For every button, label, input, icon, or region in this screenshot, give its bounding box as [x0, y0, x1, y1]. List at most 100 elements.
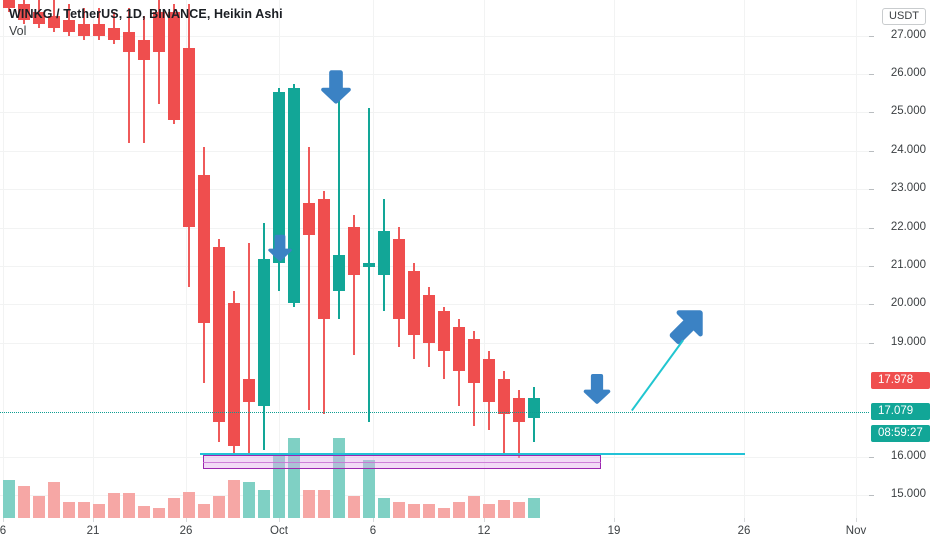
volume-bar — [183, 492, 195, 518]
volume-bar — [288, 438, 300, 518]
price-tick-mark — [869, 151, 874, 152]
gridline-vertical — [484, 0, 485, 518]
gridline-horizontal — [0, 457, 869, 458]
gridline-vertical — [373, 0, 374, 518]
volume-bar — [348, 496, 360, 518]
price-tick-label: 23.000 — [890, 182, 926, 194]
price-tick-mark — [869, 189, 874, 190]
time-tick-label: 26 — [737, 525, 751, 537]
time-tick-mark — [186, 518, 187, 522]
candle-body — [168, 11, 180, 120]
candle-body — [468, 338, 480, 383]
volume-bar — [273, 456, 285, 518]
candle-body — [513, 398, 525, 423]
volume-bar — [138, 506, 150, 518]
candle-body — [228, 302, 240, 447]
candle-wick — [518, 390, 520, 459]
gridline-horizontal — [0, 343, 869, 344]
gridline-horizontal — [0, 112, 869, 113]
volume-bar — [468, 496, 480, 518]
time-tick-mark — [279, 518, 280, 522]
time-tick-label: 19 — [607, 525, 621, 537]
price-tick-mark — [869, 304, 874, 305]
price-axis[interactable]: USDT 27.000 26.000 25.000 24.000 23.000 22.00… — [869, 0, 932, 518]
time-axis[interactable]: 6 21 26 Oct 6 12 19 26 Nov — [0, 518, 932, 550]
price-tick-label: 26.000 — [890, 67, 926, 79]
volume-bar — [228, 480, 240, 518]
down-arrow-3-icon[interactable] — [580, 372, 614, 406]
volume-bar — [153, 508, 165, 518]
volume-bar — [123, 493, 135, 518]
volume-bar — [78, 502, 90, 518]
volume-bar — [33, 496, 45, 518]
up-arrow-1-icon[interactable] — [665, 302, 711, 348]
price-tick-mark — [869, 343, 874, 344]
volume-bar — [93, 504, 105, 518]
gridline-horizontal — [0, 228, 869, 229]
time-tick-label: 21 — [86, 525, 100, 537]
candle-wick — [143, 15, 145, 144]
time-tick-label: Oct — [270, 525, 288, 537]
gridline-vertical — [856, 0, 857, 518]
candle-body — [3, 0, 15, 8]
current-price-badge[interactable]: 17.079 — [871, 403, 930, 420]
volume-bar — [108, 493, 120, 518]
support-line[interactable] — [200, 453, 745, 455]
price-tick-label: 20.000 — [890, 297, 926, 309]
candle-body — [18, 3, 30, 20]
candle-body — [498, 378, 510, 415]
volume-bar — [213, 496, 225, 518]
price-tick-label: 25.000 — [890, 105, 926, 117]
volume-bar — [258, 490, 270, 518]
gridline-horizontal — [0, 36, 869, 37]
last-price-badge[interactable]: 17.978 — [871, 372, 930, 389]
time-tick-mark — [373, 518, 374, 522]
candle-body — [378, 231, 390, 275]
time-tick-mark — [3, 518, 4, 522]
price-tick-label: 27.000 — [890, 29, 926, 41]
candle-wick — [353, 215, 355, 355]
volume-bar — [168, 498, 180, 518]
trend-line[interactable] — [631, 340, 684, 411]
down-arrow-2-icon[interactable] — [317, 68, 355, 106]
candle-body — [318, 199, 330, 319]
gridline-vertical — [186, 0, 187, 518]
candle-body — [48, 15, 60, 28]
candle-body — [183, 47, 195, 228]
volume-bar — [378, 498, 390, 518]
candle-body — [363, 262, 375, 267]
time-tick-label: 6 — [0, 525, 7, 537]
volume-bar — [48, 482, 60, 518]
time-tick-mark — [744, 518, 745, 522]
price-tick-label: 22.000 — [890, 221, 926, 233]
time-tick-mark — [484, 518, 485, 522]
price-tick-mark — [869, 457, 874, 458]
chart-plot-area[interactable] — [0, 0, 869, 518]
volume-bar — [363, 460, 375, 518]
candle-body — [153, 11, 165, 52]
volume-bar — [513, 502, 525, 518]
candle-wick — [128, 7, 130, 144]
volume-bar — [198, 504, 210, 518]
gridline-vertical — [614, 0, 615, 518]
candle-body — [108, 27, 120, 40]
candle-body — [138, 39, 150, 60]
candle-body — [333, 255, 345, 291]
down-arrow-1-icon[interactable] — [265, 233, 295, 263]
volume-bar — [318, 490, 330, 518]
candle-body — [273, 91, 285, 263]
price-tick-label: 24.000 — [890, 144, 926, 156]
price-tick-label: 16.000 — [890, 450, 926, 462]
price-tick-mark — [869, 266, 874, 267]
time-tick-label: Nov — [845, 525, 867, 537]
price-tick-mark — [869, 112, 874, 113]
candle-wick — [158, 0, 160, 104]
price-tick-label: 21.000 — [890, 259, 926, 271]
time-tick-mark — [856, 518, 857, 522]
countdown-timer-badge[interactable]: 08:59:27 — [871, 425, 930, 442]
candle-body — [93, 23, 105, 36]
candle-body — [288, 87, 300, 303]
price-tick-mark — [869, 74, 874, 75]
volume-bar — [423, 504, 435, 518]
